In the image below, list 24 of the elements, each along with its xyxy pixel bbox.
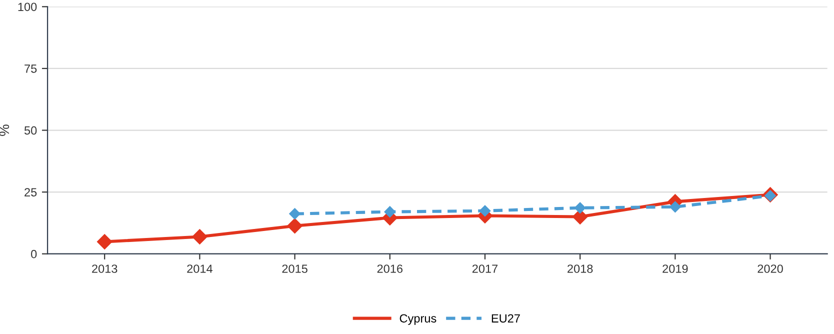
x-tick-label: 2013 [92, 264, 118, 273]
x-tick-label: 2015 [282, 264, 308, 273]
x-tick-label: 2016 [377, 264, 402, 273]
x-tick-label: 2017 [472, 264, 498, 273]
y-tick-label: 50 [24, 126, 37, 135]
x-tick-label: 2020 [758, 264, 783, 273]
legend-label: EU27 [492, 314, 520, 323]
point [192, 229, 208, 244]
point [289, 208, 300, 220]
legend-label: Cyprus [400, 314, 436, 325]
y-tick-label: 100 [18, 2, 37, 12]
point [670, 201, 681, 212]
x-tick-label: 2014 [187, 264, 212, 273]
y-tick-label: 0 [31, 250, 37, 258]
point [574, 202, 586, 214]
point [384, 206, 396, 218]
point [479, 205, 491, 216]
y-tick-label: 25 [24, 188, 37, 196]
x-tick-label: 2019 [662, 264, 688, 273]
point [572, 209, 588, 224]
point [97, 234, 112, 250]
y-tick-label: 75 [24, 64, 37, 73]
point [287, 218, 302, 234]
x-tick-label: 2018 [568, 264, 593, 273]
